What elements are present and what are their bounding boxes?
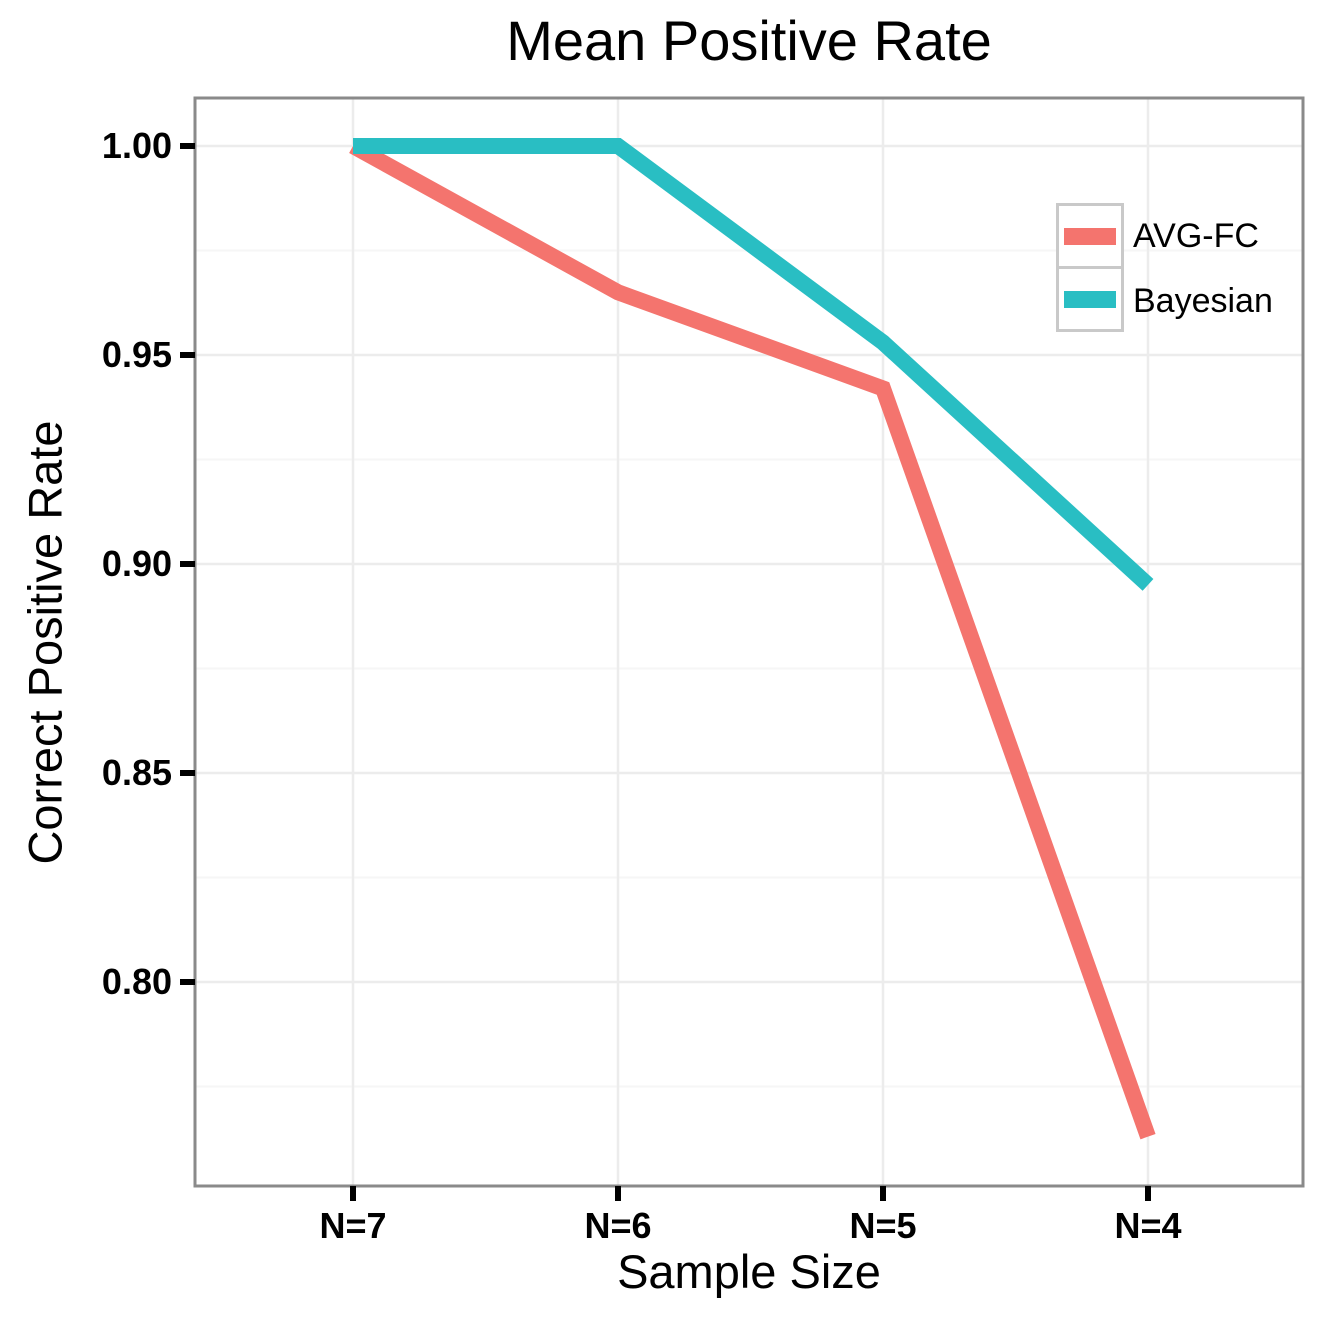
panel-border: [193, 96, 1305, 1188]
legend-item-avg-fc: AVG-FC: [1056, 203, 1273, 269]
chart-title: Mean Positive Rate: [506, 9, 992, 72]
y-tick-label: 0.95: [102, 334, 172, 375]
x-tick-label: N=6: [584, 1205, 651, 1246]
y-axis-title-container: Correct Positive Rate: [10, 98, 80, 1186]
x-tick-label: N=5: [849, 1205, 916, 1246]
y-tick-label: 0.90: [102, 543, 172, 584]
legend: AVG-FC Bayesian: [1056, 203, 1273, 332]
y-tick-label: 1.00: [102, 125, 172, 166]
legend-key-box: [1056, 203, 1124, 269]
avg-fc-swatch: [1064, 227, 1116, 245]
x-axis-title: Sample Size: [617, 1245, 881, 1298]
bayesian-swatch: [1064, 290, 1116, 308]
x-tick-label: N=4: [1114, 1205, 1181, 1246]
legend-label-avg-fc: AVG-FC: [1133, 217, 1259, 255]
y-axis-title: Correct Positive Rate: [18, 419, 72, 865]
series-line-avg-fc: [349, 138, 1156, 1140]
x-tick-label: N=7: [319, 1205, 386, 1246]
y-tick-label: 0.80: [102, 961, 172, 1002]
legend-label-bayesian: Bayesian: [1133, 281, 1273, 320]
y-tick-label: 0.85: [102, 752, 172, 793]
series-line-bayesian: [353, 138, 1154, 591]
legend-key-box: [1056, 266, 1124, 332]
legend-item-bayesian: Bayesian: [1056, 266, 1273, 332]
